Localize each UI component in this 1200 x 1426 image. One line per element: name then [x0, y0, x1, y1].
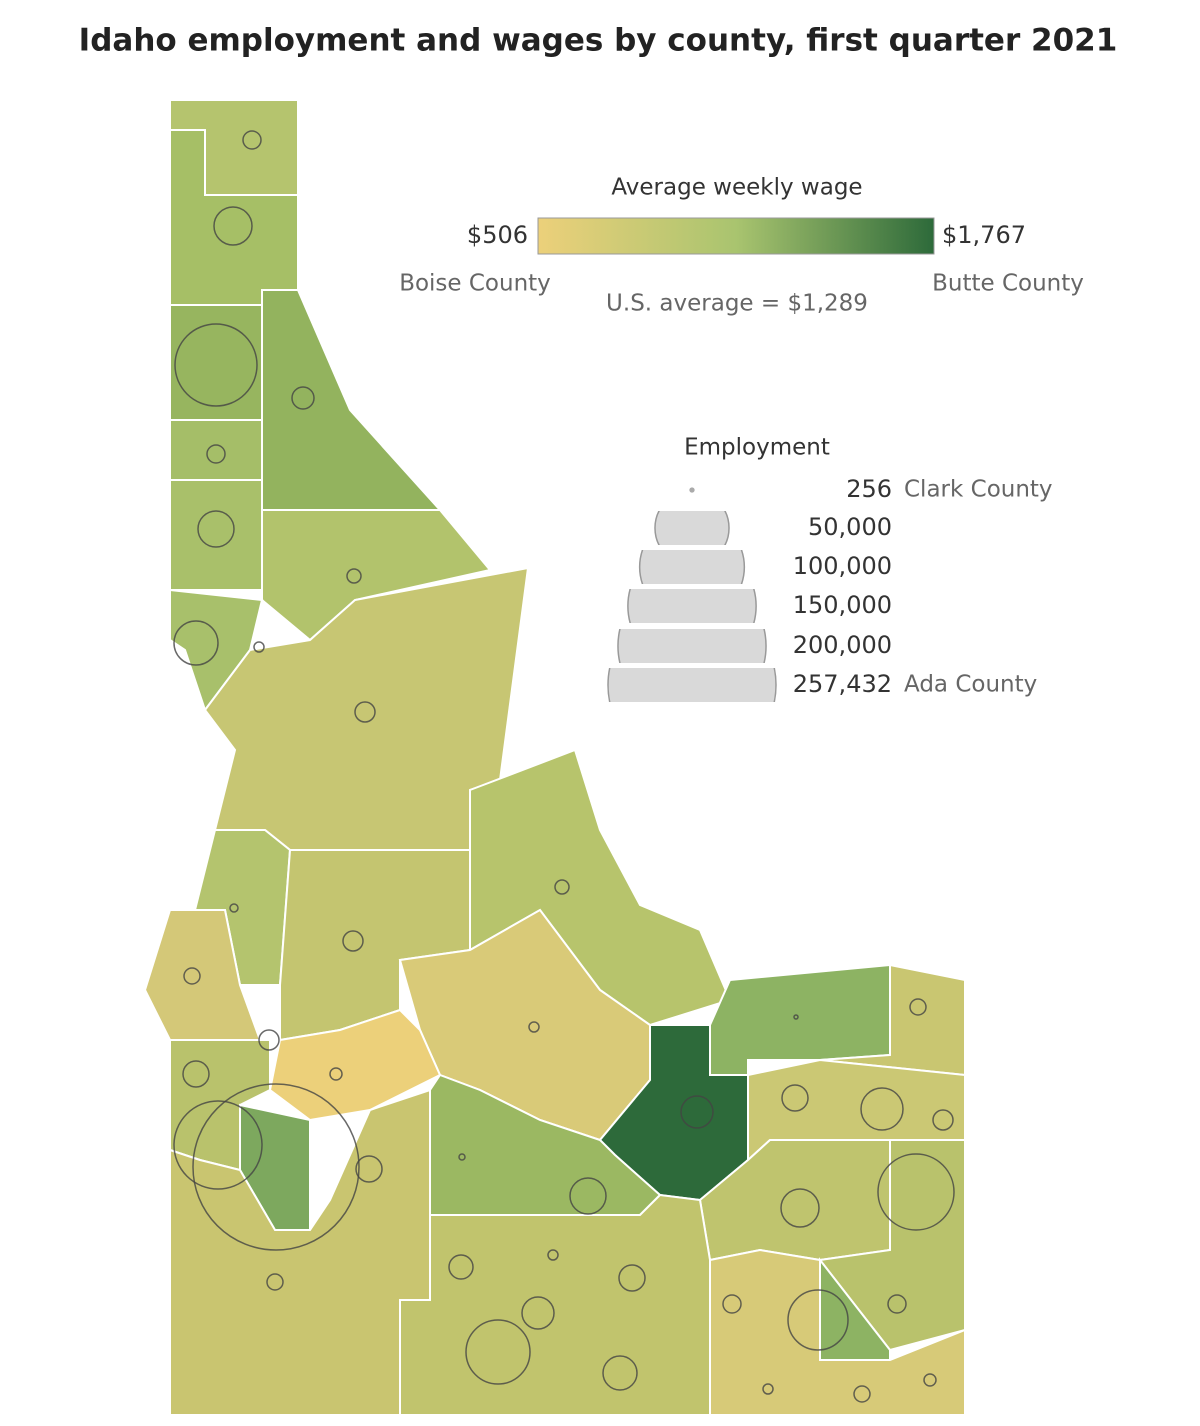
- employment-circle: [680, 1095, 714, 1129]
- employment-circle: [242, 130, 262, 150]
- wage-max-label: $1,767: [942, 221, 1026, 249]
- title: Idaho employment and wages by county, fi…: [79, 23, 1118, 59]
- employment-circle: [923, 1373, 937, 1387]
- employment-circle: [183, 967, 201, 985]
- county: [169, 304, 263, 421]
- wage-min-label: $506: [467, 221, 528, 249]
- employment-circle: [780, 1188, 820, 1228]
- employment-circle: [291, 386, 315, 410]
- legend: Average weekly wage $506 $1,767 Boise Co…: [399, 175, 1084, 702]
- size-key: [638, 550, 746, 584]
- employment-circle: [860, 1087, 904, 1131]
- size-key: [689, 487, 695, 493]
- size-key: [627, 589, 757, 623]
- employment-circle: [877, 1153, 955, 1231]
- wage-gradient: [537, 217, 935, 255]
- employment-circle: [355, 1155, 383, 1183]
- employment-circle: [781, 1084, 809, 1112]
- employment-circle: [174, 323, 258, 407]
- size-key: [607, 668, 777, 702]
- size-label: 200,000: [793, 631, 892, 659]
- employment-circle: [528, 1021, 540, 1033]
- size-county: Clark County: [904, 477, 1053, 503]
- employment-circle: [554, 879, 570, 895]
- employment-circle: [173, 1100, 263, 1190]
- employment-circle: [887, 1294, 907, 1314]
- wage-legend-title: Average weekly wage: [611, 175, 862, 201]
- employment-circle: [458, 1153, 466, 1161]
- county: [399, 1193, 711, 1416]
- wage-max-county: Butte County: [932, 271, 1084, 297]
- employment-circle: [253, 641, 265, 653]
- employment-circle: [521, 1296, 555, 1330]
- county: [169, 419, 263, 481]
- size-key: [617, 629, 767, 663]
- employment-circle: [569, 1177, 607, 1215]
- employment-circle: [793, 1014, 799, 1020]
- employment-circle: [722, 1294, 742, 1314]
- size-county: Ada County: [904, 672, 1037, 698]
- employment-circle: [182, 1060, 210, 1088]
- employment-circle: [342, 930, 364, 952]
- employment-circle: [206, 444, 226, 464]
- employment-circle: [266, 1273, 284, 1291]
- size-label: 100,000: [793, 552, 892, 580]
- county: [709, 1248, 966, 1416]
- employment-circle: [354, 701, 376, 723]
- county: [261, 289, 443, 511]
- employment-circle: [909, 998, 927, 1016]
- employment-circle: [197, 510, 235, 548]
- employment-circle: [213, 206, 253, 246]
- employment-circle: [192, 1083, 360, 1251]
- size-label: 50,000: [808, 513, 892, 541]
- size-key: [654, 511, 730, 545]
- employment-circle: [229, 903, 239, 913]
- size-label: 150,000: [793, 591, 892, 619]
- employment-circle: [618, 1264, 646, 1292]
- employment-circle: [448, 1254, 474, 1280]
- employment-circle: [787, 1289, 849, 1351]
- size-label: 257,432: [793, 670, 892, 698]
- employment-circle: [547, 1249, 559, 1261]
- employment-circle: [602, 1355, 638, 1391]
- us-average: U.S. average = $1,289: [606, 291, 868, 317]
- employment-circle: [258, 1029, 280, 1051]
- employment-circle: [762, 1383, 774, 1395]
- employment-legend-title: Employment: [684, 435, 830, 461]
- wage-min-county: Boise County: [399, 271, 551, 297]
- size-label: 256: [846, 475, 892, 503]
- county: [169, 479, 263, 591]
- employment-circle: [329, 1067, 343, 1081]
- employment-circle: [932, 1109, 954, 1131]
- employment-circle: [853, 1385, 871, 1403]
- employment-circle: [173, 620, 219, 666]
- employment-circle: [346, 568, 362, 584]
- employment-circle: [465, 1319, 531, 1385]
- map: [143, 99, 966, 1416]
